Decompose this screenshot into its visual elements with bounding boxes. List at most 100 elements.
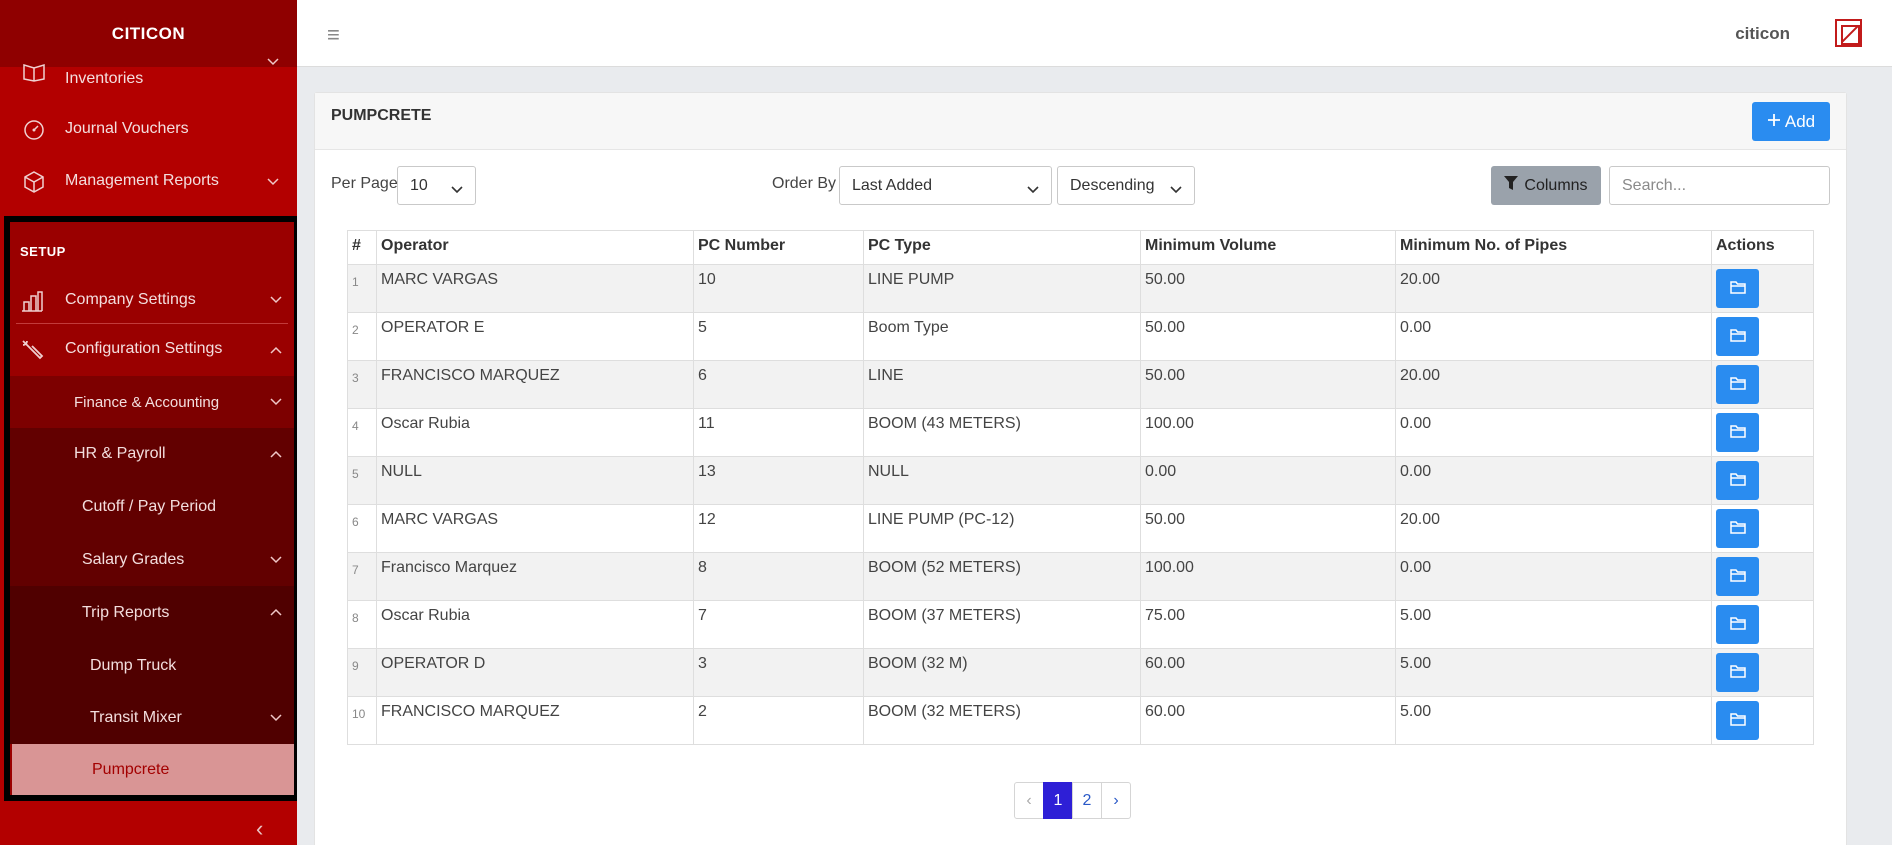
menu-icon[interactable]: ≡ (327, 22, 340, 47)
column-header[interactable]: PC Number (693, 230, 864, 265)
folder-open-icon (1729, 616, 1746, 633)
columns-button-label: Columns (1524, 176, 1588, 194)
open-record-button[interactable] (1716, 269, 1759, 308)
chevron-down-icon (267, 178, 279, 186)
open-record-button[interactable] (1716, 557, 1759, 596)
row-number: 5 (347, 456, 377, 505)
page-title: PUMPCRETE (331, 107, 432, 124)
order-by-select[interactable]: Last Added (839, 166, 1052, 205)
min-volume-cell: 50.00 (1140, 312, 1396, 361)
prev-page-button[interactable]: ‹ (1014, 782, 1044, 819)
folder-open-icon (1729, 520, 1746, 537)
min-pipes-cell: 5.00 (1395, 600, 1712, 649)
pc-number-cell: 6 (693, 360, 864, 409)
folder-open-icon (1729, 664, 1746, 681)
sidebar-item-label: Inventories (65, 70, 144, 87)
open-record-button[interactable] (1716, 605, 1759, 644)
actions-cell (1711, 408, 1814, 457)
open-record-button[interactable] (1716, 701, 1759, 740)
sidebar-item-label: Company Settings (65, 291, 196, 308)
chevron-down-icon (270, 714, 282, 722)
min-pipes-cell: 0.00 (1395, 312, 1712, 361)
pc-number-cell: 10 (693, 264, 864, 313)
min-volume-cell: 50.00 (1140, 264, 1396, 313)
actions-cell (1711, 600, 1814, 649)
operator-cell: Francisco Marquez (376, 552, 694, 601)
order-direction-value: Descending (1070, 176, 1155, 194)
search-input[interactable] (1609, 166, 1830, 205)
min-pipes-cell: 0.00 (1395, 408, 1712, 457)
sidebar-item-configuration-settings[interactable]: Configuration Settings (10, 324, 294, 376)
folder-open-icon (1729, 376, 1746, 393)
min-pipes-cell: 0.00 (1395, 456, 1712, 505)
column-header[interactable]: Minimum No. of Pipes (1395, 230, 1712, 265)
page-button-1[interactable]: 1 (1043, 782, 1073, 819)
sidebar-item-transit-mixer[interactable]: Transit Mixer (10, 692, 294, 744)
add-button-label: Add (1784, 111, 1816, 131)
next-page-button[interactable]: › (1101, 782, 1131, 819)
operator-cell: MARC VARGAS (376, 264, 694, 313)
table-row: 6 MARC VARGAS 12 LINE PUMP (PC-12) 50.00 20.0… (347, 504, 1814, 553)
row-number: 6 (347, 504, 377, 553)
sidebar-item-inventories[interactable]: Inventories (0, 56, 297, 96)
open-record-button[interactable] (1716, 413, 1759, 452)
sidebar-item-hr-payroll[interactable]: HR & Payroll (10, 428, 294, 480)
user-avatar[interactable] (1835, 19, 1862, 47)
open-record-button[interactable] (1716, 317, 1759, 356)
sidebar-item-label: Salary Grades (82, 551, 185, 568)
open-record-button[interactable] (1716, 509, 1759, 548)
box-icon (22, 170, 46, 194)
column-header[interactable]: # (347, 230, 377, 265)
row-number: 9 (347, 648, 377, 697)
page-button-2[interactable]: 2 (1072, 782, 1102, 819)
sidebar-item-company-settings[interactable]: Company Settings (10, 278, 294, 323)
actions-cell (1711, 456, 1814, 505)
column-header[interactable]: PC Type (863, 230, 1141, 265)
sidebar-item-trip-reports[interactable]: Trip Reports (10, 586, 294, 640)
plus-icon (1767, 112, 1781, 132)
column-header[interactable]: Minimum Volume (1140, 230, 1396, 265)
pc-type-cell: Boom Type (863, 312, 1141, 361)
chevron-down-icon (451, 181, 463, 199)
sidebar-item-salary-grades[interactable]: Salary Grades (10, 534, 294, 586)
chevron-down-icon (1027, 181, 1039, 199)
sidebar-item-pumpcrete[interactable]: Pumpcrete (12, 744, 294, 795)
add-button[interactable]: Add (1752, 102, 1830, 141)
user-name[interactable]: citicon (1735, 24, 1790, 43)
filter-icon (1504, 175, 1519, 196)
open-record-button[interactable] (1716, 653, 1759, 692)
sidebar-item-label: Configuration Settings (65, 340, 223, 357)
table-row: 3 FRANCISCO MARQUEZ 6 LINE 50.00 20.00 (347, 360, 1814, 409)
sidebar-item-finance-accounting[interactable]: Finance & Accounting (10, 376, 294, 428)
sidebar-item-cutoff-pay-period[interactable]: Cutoff / Pay Period (10, 480, 294, 534)
row-number: 3 (347, 360, 377, 409)
collapse-sidebar-button[interactable]: ‹ (256, 816, 264, 841)
open-record-button[interactable] (1716, 461, 1759, 500)
operator-cell: FRANCISCO MARQUEZ (376, 696, 694, 745)
order-direction-select[interactable]: Descending (1057, 166, 1195, 205)
open-record-button[interactable] (1716, 365, 1759, 404)
folder-open-icon (1729, 328, 1746, 345)
sidebar-item-journal-vouchers[interactable]: Journal Vouchers (0, 110, 297, 150)
column-header: Actions (1711, 230, 1814, 265)
per-page-select[interactable]: 10 (397, 166, 476, 205)
pumpcrete-table: # Operator PC Number PC Type Minimum Vol… (347, 230, 1814, 745)
row-number: 2 (347, 312, 377, 361)
pc-number-cell: 2 (693, 696, 864, 745)
sidebar-item-label: Management Reports (65, 172, 219, 189)
column-header[interactable]: Operator (376, 230, 694, 265)
chevron-down-icon (270, 398, 282, 406)
brand-title: CITICON (0, 0, 297, 67)
actions-cell (1711, 552, 1814, 601)
table-row: 9 OPERATOR D 3 BOOM (32 M) 60.00 5.00 (347, 648, 1814, 697)
sidebar-item-dump-truck[interactable]: Dump Truck (10, 640, 294, 692)
min-volume-cell: 0.00 (1140, 456, 1396, 505)
operator-cell: Oscar Rubia (376, 600, 694, 649)
operator-cell: MARC VARGAS (376, 504, 694, 553)
folder-open-icon (1729, 712, 1746, 729)
table-body: 1 MARC VARGAS 10 LINE PUMP 50.00 20.00 2 OPERAT… (347, 264, 1814, 745)
operator-cell: FRANCISCO MARQUEZ (376, 360, 694, 409)
sidebar-item-management-reports[interactable]: Management Reports (0, 162, 297, 202)
columns-button[interactable]: Columns (1491, 166, 1601, 205)
sidebar-item-label: Cutoff / Pay Period (82, 498, 216, 515)
